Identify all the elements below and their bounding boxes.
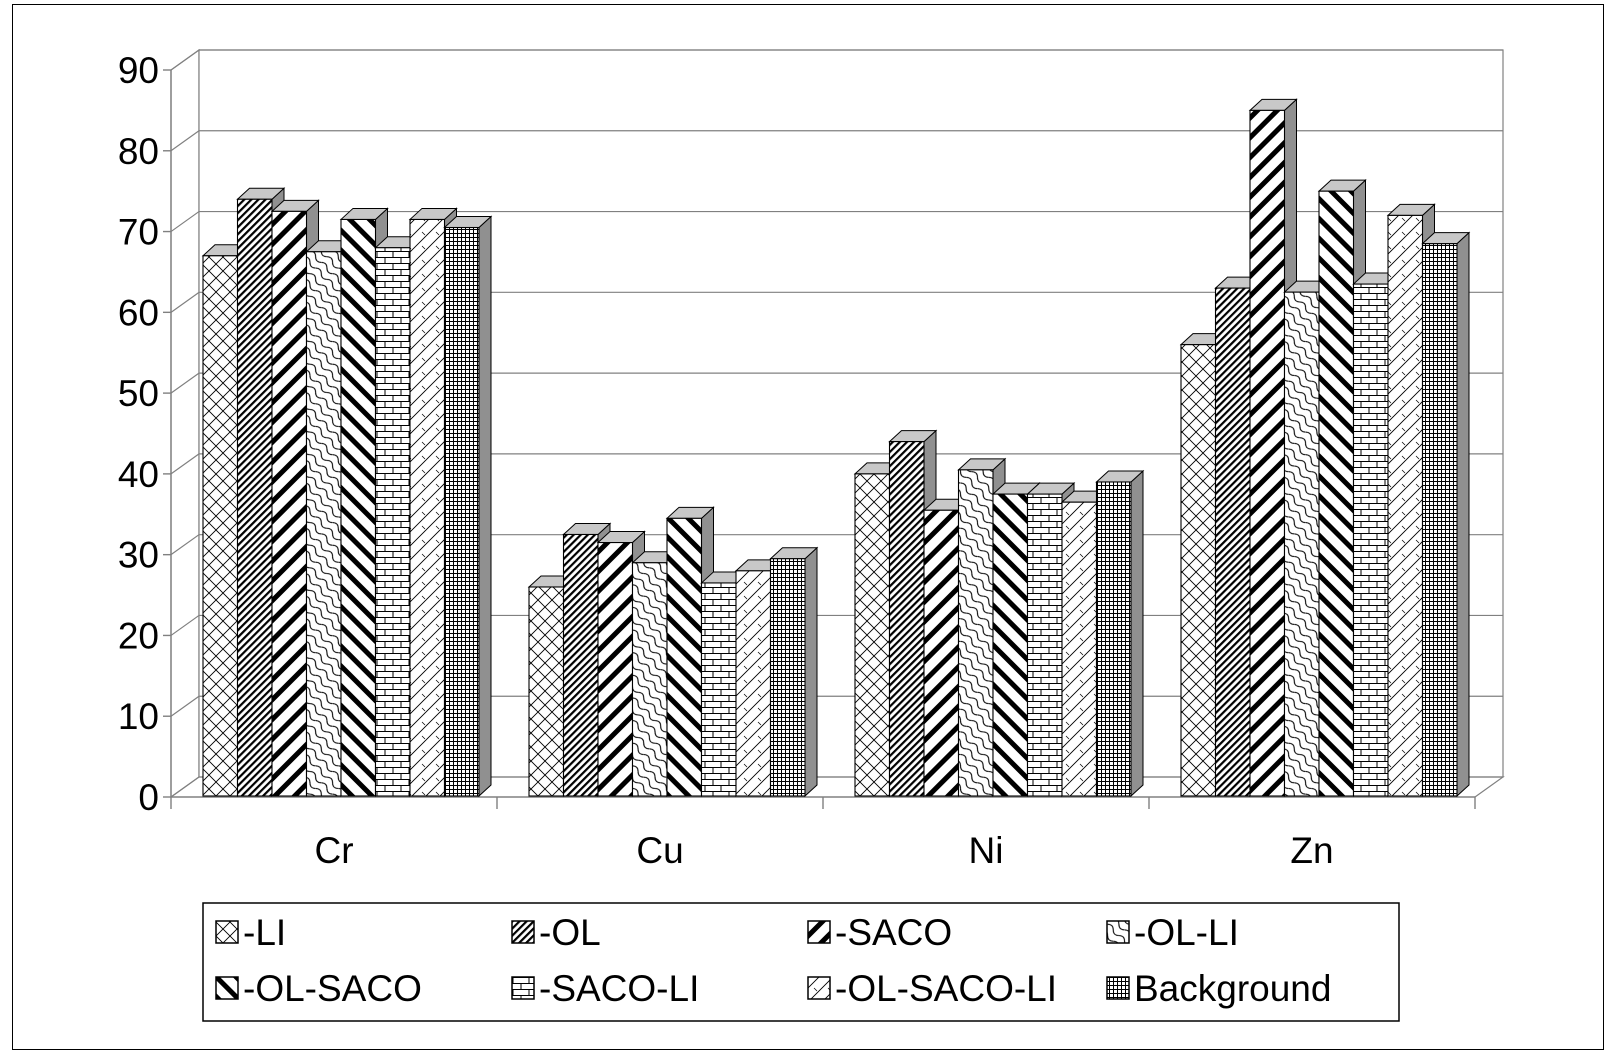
y-tick-label: 90: [118, 50, 159, 91]
x-tick-label: Zn: [1290, 830, 1333, 871]
legend-label: -OL-SACO: [243, 968, 422, 1009]
legend-swatch: [215, 920, 239, 944]
legend-swatch: [807, 976, 831, 1000]
y-tick-label: 70: [118, 212, 159, 253]
legend-item: -OL-LI: [1106, 912, 1239, 953]
y-tick-label: 60: [118, 292, 159, 333]
legend-label: -SACO: [835, 912, 952, 953]
legend-swatch: [511, 920, 535, 944]
bars: [201, 98, 1471, 798]
legend-label: -OL-LI: [1134, 912, 1239, 953]
legend-swatch: [511, 976, 535, 1000]
gridline: [170, 210, 1503, 233]
x-tick-label: Cr: [314, 830, 353, 871]
legend-item: Background: [1106, 968, 1331, 1009]
legend: -LI -OL -SACO -OL-LI-OL-SACO -SACO-LI -OL-SAC…: [202, 902, 1400, 1022]
bar: [443, 215, 493, 798]
legend-swatch: [215, 976, 239, 1000]
legend-swatch: [1106, 920, 1130, 944]
legend-swatch: [807, 920, 831, 944]
legend-swatch: [1106, 976, 1130, 1000]
y-axis-ticks: 0 10 20 30 40 50 60 70 80 90: [118, 50, 171, 818]
y-tick-label: 30: [118, 535, 159, 576]
y-tick-label: 40: [118, 454, 159, 495]
y-tick-label: 50: [118, 373, 159, 414]
side-wall: [170, 48, 200, 799]
gridline: [170, 453, 1503, 475]
x-tick-label: Cu: [636, 830, 683, 871]
floor: [170, 776, 1505, 798]
y-tick-label: 10: [118, 696, 159, 737]
bar: [1421, 231, 1471, 798]
legend-label: -OL-SACO-LI: [835, 968, 1057, 1009]
gridline: [170, 291, 1503, 313]
legend-item: -SACO-LI: [511, 968, 699, 1009]
gridline: [170, 130, 1503, 152]
legend-label: Background: [1134, 968, 1331, 1009]
gridline: [170, 49, 1503, 71]
x-tick-label: Ni: [969, 830, 1004, 871]
bar: [769, 546, 819, 798]
bar: [700, 570, 750, 798]
legend-label: -SACO-LI: [539, 968, 699, 1009]
y-tick-label: 20: [118, 615, 159, 656]
x-axis-ticks: Cr Cu Ni Zn: [170, 797, 1476, 871]
chart-frame: 0 10 20 30 40 50 60 70 80 90 Cr Cu Ni Zn -LI -OL -SACO…: [12, 4, 1604, 1050]
legend-item: -OL: [511, 912, 601, 953]
legend-item: -SACO: [807, 912, 952, 953]
legend-box: [202, 902, 1400, 1022]
gridline: [170, 372, 1503, 394]
legend-label: -LI: [243, 912, 286, 953]
bar: [1095, 469, 1145, 798]
legend-item: -LI: [215, 912, 286, 953]
y-tick-label: 0: [138, 777, 159, 818]
y-tick-label: 80: [118, 131, 159, 172]
legend-item: -OL-SACO: [215, 968, 422, 1009]
legend-label: -OL: [539, 912, 601, 953]
legend-item: -OL-SACO-LI: [807, 968, 1057, 1009]
